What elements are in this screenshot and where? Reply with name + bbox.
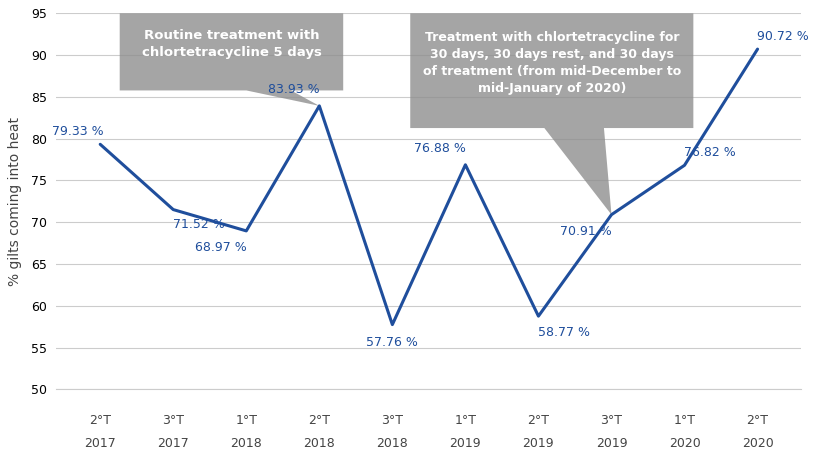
Text: 68.97 %: 68.97 % [195,241,247,254]
Text: 57.76 %: 57.76 % [366,337,418,349]
Text: 2017: 2017 [157,436,189,450]
Text: 2018: 2018 [376,436,408,450]
Text: 76.88 %: 76.88 % [414,142,465,154]
Text: 2017: 2017 [84,436,116,450]
Text: 70.91 %: 70.91 % [559,225,611,238]
Text: 58.77 %: 58.77 % [537,327,590,339]
Text: 90.72 %: 90.72 % [756,30,808,43]
Text: 2019: 2019 [595,436,627,450]
Text: 83.93 %: 83.93 % [268,82,319,96]
Text: 3°T: 3°T [600,414,622,427]
Text: 2°T: 2°T [745,414,767,427]
Text: 1°T: 1°T [454,414,476,427]
Text: Routine treatment with
chlortetracycline 5 days: Routine treatment with chlortetracycline… [142,29,321,60]
Text: 1°T: 1°T [672,414,695,427]
Text: 2018: 2018 [230,436,262,450]
Text: 2019: 2019 [449,436,481,450]
Text: 3°T: 3°T [162,414,184,427]
Text: 2°T: 2°T [308,414,330,427]
Text: 1°T: 1°T [235,414,257,427]
Text: 79.33 %: 79.33 % [52,125,104,138]
Text: 3°T: 3°T [381,414,403,427]
Text: 2°T: 2°T [89,414,111,427]
Text: 2020: 2020 [740,436,772,450]
Polygon shape [410,13,693,215]
Text: 2°T: 2°T [527,414,549,427]
Text: 76.82 %: 76.82 % [683,146,735,159]
Polygon shape [120,13,343,106]
Text: 2018: 2018 [303,436,335,450]
Text: 2020: 2020 [667,436,699,450]
Text: 2019: 2019 [522,436,554,450]
Text: 71.52 %: 71.52 % [173,218,224,231]
Y-axis label: % gilts coming into heat: % gilts coming into heat [8,117,22,286]
Text: Treatment with chlortetracycline for
30 days, 30 days rest, and 30 days
of treat: Treatment with chlortetracycline for 30 … [422,31,680,95]
